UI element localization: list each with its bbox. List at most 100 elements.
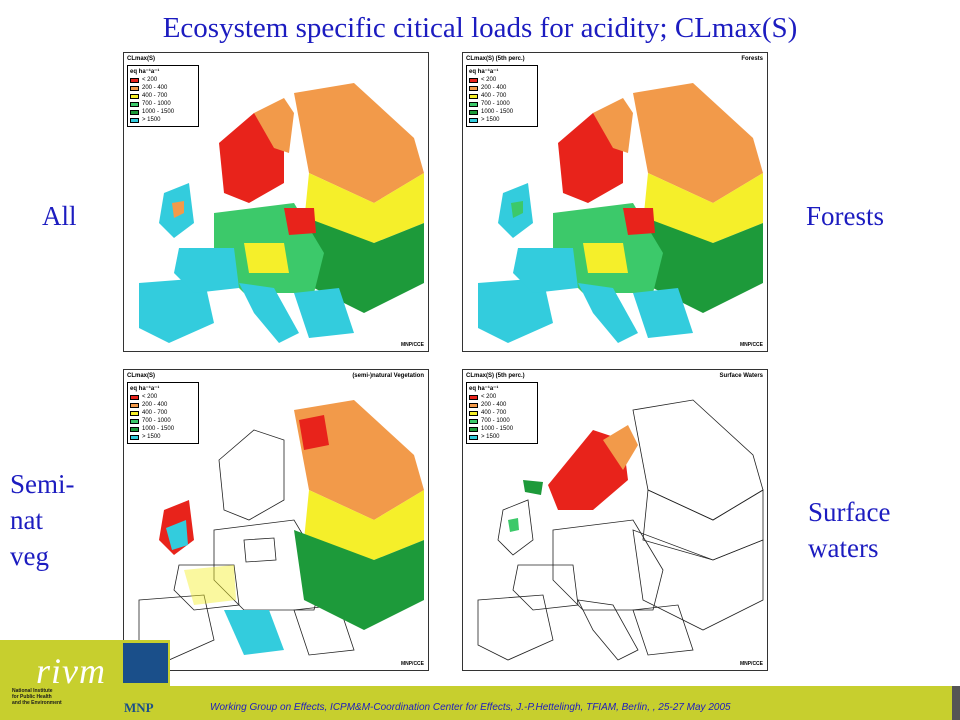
map-semi-credit: MNP/CCE	[400, 661, 424, 667]
institute-name: National Institute for Public Health and…	[12, 688, 70, 706]
map-semi-natural-graphic	[138, 400, 424, 661]
legend-swatch	[130, 93, 139, 99]
legend-swatch	[469, 434, 478, 440]
legend-label: < 200	[481, 77, 497, 83]
legend-unit: eq ha⁻¹a⁻¹	[469, 69, 499, 75]
legend-item: 400 - 700	[130, 92, 196, 100]
legend-item: 200 - 400	[469, 84, 535, 92]
legend-swatch	[469, 418, 478, 424]
legend-label: < 200	[142, 394, 158, 400]
legend-swatch	[469, 93, 478, 99]
map-all: CLmax(S) eq ha⁻¹a⁻¹ < 200 200 - 400 400 - …	[123, 52, 429, 352]
legend-label: > 1500	[142, 117, 161, 123]
map-forests: CLmax(S) (5th perc.) Forests eq ha⁻¹a⁻¹ …	[462, 52, 768, 352]
legend-swatch	[130, 77, 139, 83]
legend-rows: < 200 200 - 400 400 - 700 700 - 1000 1000 - …	[469, 393, 535, 441]
legend-swatch	[130, 402, 139, 408]
legend-swatch	[130, 109, 139, 115]
map-surface-subtitle: Surface Waters	[719, 373, 763, 379]
footer-text: Working Group on Effects, ICPM&M-Coordin…	[210, 702, 731, 713]
legend-label: < 200	[481, 394, 497, 400]
legend-label: 400 - 700	[481, 410, 507, 416]
legend-label: 400 - 700	[142, 93, 168, 99]
legend-item: > 1500	[130, 116, 196, 124]
map-forests-graphic	[478, 83, 763, 343]
map-surface-credit: MNP/CCE	[739, 661, 763, 667]
slide-title: Ecosystem specific citical loads for aci…	[162, 12, 798, 44]
footer-edge	[952, 686, 960, 720]
legend-swatch	[130, 117, 139, 123]
legend-label: 400 - 700	[142, 410, 168, 416]
map-surface-title: CLmax(S) (5th perc.)	[466, 373, 525, 379]
rivm-logo-text: rivm	[36, 651, 106, 691]
legend-item: < 200	[130, 393, 196, 401]
legend-rows: < 200 200 - 400 400 - 700 700 - 1000 1000 - …	[130, 76, 196, 124]
map-forests-credit: MNP/CCE	[739, 342, 763, 348]
label-all: All	[42, 201, 77, 231]
legend-item: 200 - 400	[130, 401, 196, 409]
legend-item: > 1500	[130, 433, 196, 441]
map-forests-legend: eq ha⁻¹a⁻¹ < 200 200 - 400 400 - 700 700 - …	[466, 65, 538, 127]
legend-label: 1000 - 1500	[142, 109, 175, 115]
label-semi-line3: veg	[10, 541, 49, 571]
label-semi-line1: Semi-	[10, 469, 75, 499]
legend-label: > 1500	[481, 117, 500, 123]
map-surface-legend: eq ha⁻¹a⁻¹ < 200 200 - 400 400 - 700 700 - …	[466, 382, 538, 444]
legend-item: 400 - 700	[469, 92, 535, 100]
map-semi-natural-vegetation: CLmax(S) (semi-)natural Vegetation eq ha…	[123, 369, 429, 671]
label-surface-line1: Surface	[808, 497, 891, 527]
legend-swatch	[469, 77, 478, 83]
legend-label: 200 - 400	[481, 402, 507, 408]
legend-unit: eq ha⁻¹a⁻¹	[469, 386, 499, 392]
legend-swatch	[469, 101, 478, 107]
legend-unit: eq ha⁻¹a⁻¹	[130, 69, 160, 75]
map-semi-subtitle: (semi-)natural Vegetation	[352, 373, 424, 379]
logo-blue-square	[123, 643, 168, 683]
map-all-legend: eq ha⁻¹a⁻¹ < 200 200 - 400 400 - 700 700 - …	[127, 65, 199, 127]
legend-item: < 200	[469, 393, 535, 401]
legend-label: 700 - 1000	[481, 101, 510, 107]
legend-unit: eq ha⁻¹a⁻¹	[130, 386, 160, 392]
legend-label: > 1500	[481, 434, 500, 440]
mnp-logo-text: MNP	[124, 700, 154, 715]
legend-label: 700 - 1000	[142, 101, 171, 107]
legend-label: 200 - 400	[481, 85, 507, 91]
legend-rows: < 200 200 - 400 400 - 700 700 - 1000 1000 - …	[469, 76, 535, 124]
legend-swatch	[130, 394, 139, 400]
legend-item: 200 - 400	[130, 84, 196, 92]
institute-line1: National Institute	[12, 688, 53, 694]
legend-swatch	[469, 85, 478, 91]
institute-line3: and the Environment	[12, 700, 62, 706]
legend-swatch	[469, 426, 478, 432]
map-all-graphic	[139, 83, 424, 343]
legend-swatch	[130, 85, 139, 91]
legend-label: 1000 - 1500	[481, 109, 514, 115]
legend-swatch	[130, 418, 139, 424]
map-surface-waters-graphic	[477, 399, 764, 661]
legend-swatch	[130, 410, 139, 416]
legend-swatch	[469, 410, 478, 416]
map-surface-waters: CLmax(S) (5th perc.) Surface Waters eq h…	[462, 369, 768, 671]
legend-item: 700 - 1000	[130, 417, 196, 425]
legend-item: 1000 - 1500	[130, 108, 196, 116]
legend-rows: < 200 200 - 400 400 - 700 700 - 1000 1000 - …	[130, 393, 196, 441]
legend-swatch	[130, 426, 139, 432]
legend-label: 200 - 400	[142, 85, 168, 91]
label-forests: Forests	[806, 201, 885, 231]
legend-item: 200 - 400	[469, 401, 535, 409]
legend-item: 700 - 1000	[130, 100, 196, 108]
legend-label: 200 - 400	[142, 402, 168, 408]
legend-label: 1000 - 1500	[481, 426, 514, 432]
legend-swatch	[130, 101, 139, 107]
institute-line2: for Public Health	[12, 694, 52, 700]
legend-item: 1000 - 1500	[469, 425, 535, 433]
map-semi-legend: eq ha⁻¹a⁻¹ < 200 200 - 400 400 - 700 700 - …	[127, 382, 199, 444]
legend-item: < 200	[130, 76, 196, 84]
legend-item: 700 - 1000	[469, 100, 535, 108]
legend-swatch	[469, 109, 478, 115]
label-semi-natural-vegetation: Semi- nat veg	[10, 466, 75, 574]
footer-bar	[170, 686, 960, 720]
map-all-credit: MNP/CCE	[400, 342, 424, 348]
legend-item: 700 - 1000	[469, 417, 535, 425]
legend-label: 700 - 1000	[481, 418, 510, 424]
